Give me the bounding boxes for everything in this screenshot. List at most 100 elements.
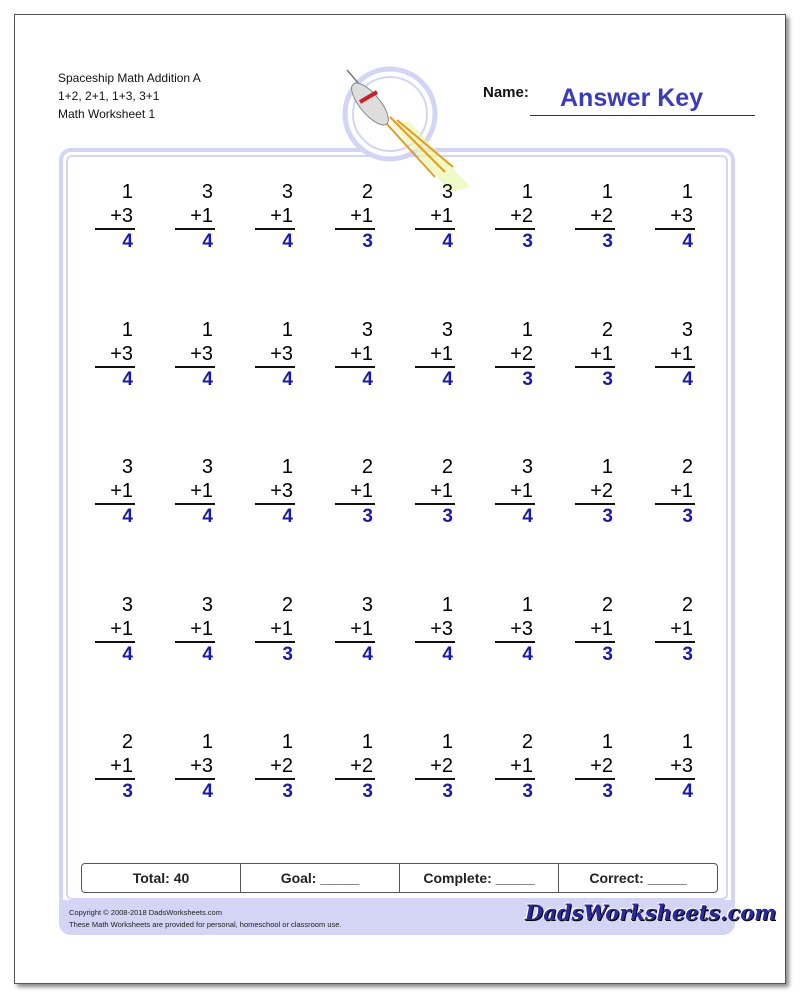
- bottom-addend: +1: [95, 754, 135, 780]
- answer: 3: [122, 781, 133, 802]
- answer: 3: [362, 506, 373, 527]
- top-addend: 2: [681, 456, 693, 478]
- bottom-addend: +1: [95, 479, 135, 505]
- top-addend: 3: [361, 593, 373, 616]
- bottom-addend: +3: [95, 342, 135, 368]
- answer: 3: [682, 643, 693, 665]
- bottom-addend: +3: [175, 342, 215, 368]
- addition-problem: 1 +2 3: [255, 730, 295, 804]
- bottom-addend: +1: [415, 479, 455, 505]
- top-addend: 3: [201, 181, 213, 203]
- top-addend: 1: [601, 181, 613, 203]
- answer: 3: [442, 506, 453, 527]
- addition-problem: 3 +1 4: [335, 593, 375, 667]
- addition-problem: 1 +3 4: [255, 318, 295, 392]
- addition-problem: 1 +2 3: [335, 730, 375, 804]
- top-addend: 2: [521, 731, 533, 753]
- bottom-addend: +2: [495, 342, 535, 368]
- answer: 3: [282, 643, 293, 665]
- top-addend: 1: [201, 318, 213, 341]
- top-addend: 1: [441, 731, 453, 753]
- addition-problem: 1 +3 4: [655, 730, 695, 804]
- total-field: Total: 40: [82, 864, 241, 892]
- bottom-addend: +1: [655, 479, 695, 505]
- addition-problem: 2 +1 3: [335, 180, 375, 254]
- bottom-addend: +1: [335, 617, 375, 643]
- dadsworksheets-logo[interactable]: DadsWorksheets.com: [525, 900, 777, 925]
- answer: 3: [522, 781, 533, 802]
- addition-problem: 2 +1 3: [255, 593, 295, 667]
- addition-problem: 1 +2 3: [575, 730, 615, 804]
- bottom-addend: +2: [575, 479, 615, 505]
- addition-problem: 2 +1 3: [495, 730, 535, 804]
- answer: 3: [602, 506, 613, 527]
- name-line: [530, 115, 755, 116]
- addition-problem: 1 +3 4: [175, 318, 215, 392]
- answer: 4: [682, 781, 693, 802]
- answer: 4: [122, 506, 133, 527]
- answer: 4: [282, 506, 293, 527]
- answer: 4: [442, 231, 453, 252]
- top-addend: 1: [521, 181, 533, 203]
- answer: 3: [602, 643, 613, 665]
- bottom-addend: +1: [415, 342, 455, 368]
- bottom-addend: +1: [335, 204, 375, 230]
- top-addend: 1: [521, 318, 533, 341]
- answer: 4: [682, 231, 693, 252]
- answer: 3: [522, 368, 533, 390]
- usage-note: These Math Worksheets are provided for p…: [69, 920, 342, 929]
- worksheet-number: Math Worksheet 1: [58, 107, 156, 121]
- answer: 4: [442, 643, 453, 665]
- correct-field[interactable]: Correct: _____: [589, 870, 687, 886]
- addition-problem: 3 +1 4: [95, 593, 135, 667]
- answer: 3: [602, 231, 613, 252]
- top-addend: 3: [201, 593, 213, 616]
- bottom-addend: +1: [495, 479, 535, 505]
- answer: 4: [522, 643, 533, 665]
- addition-problem: 2 +1 3: [575, 593, 615, 667]
- goal-field[interactable]: Goal: _____: [241, 864, 400, 892]
- answer: 4: [202, 643, 213, 665]
- copyright-text: Copyright © 2008-2018 DadsWorksheets.com: [69, 908, 222, 917]
- inner-frame: [66, 155, 728, 900]
- bottom-addend: +3: [95, 204, 135, 230]
- bottom-addend: +1: [175, 479, 215, 505]
- problem-frame: [59, 148, 735, 932]
- bottom-addend: +3: [255, 479, 295, 505]
- addition-problem: 1 +2 3: [575, 180, 615, 254]
- addition-problem: 1 +3 4: [655, 180, 695, 254]
- bottom-addend: +2: [255, 754, 295, 780]
- bottom-addend: +1: [575, 617, 615, 643]
- addition-problem: 1 +2 3: [575, 455, 615, 529]
- bottom-addend: +3: [255, 342, 295, 368]
- bottom-addend: +1: [415, 204, 455, 230]
- answer: 3: [362, 781, 373, 802]
- score-box: Total: 40 Goal: _____ Complete: _____ Co…: [81, 863, 718, 893]
- top-addend: 3: [521, 456, 533, 478]
- addition-problem: 1 +2 3: [415, 730, 455, 804]
- addition-problem: 2 +1 3: [95, 730, 135, 804]
- addition-problem: 2 +1 3: [655, 593, 695, 667]
- answer: 3: [602, 781, 613, 802]
- name-label: Name:: [483, 84, 529, 101]
- answer: 4: [442, 368, 453, 390]
- top-addend: 3: [681, 318, 693, 341]
- bottom-addend: +1: [655, 342, 695, 368]
- top-addend: 2: [601, 318, 613, 341]
- top-addend: 2: [361, 181, 373, 203]
- top-addend: 1: [201, 731, 213, 753]
- addition-problem: 3 +1 4: [95, 455, 135, 529]
- answer: 4: [362, 643, 373, 665]
- bottom-addend: +2: [575, 204, 615, 230]
- complete-field[interactable]: Complete: _____: [400, 864, 559, 892]
- answer: 3: [522, 231, 533, 252]
- top-addend: 2: [361, 456, 373, 478]
- worksheet-title: Spaceship Math Addition A: [58, 71, 201, 85]
- answer: 4: [282, 231, 293, 252]
- worksheet-facts: 1+2, 2+1, 1+3, 3+1: [58, 89, 160, 103]
- bottom-addend: +3: [495, 617, 535, 643]
- answer: 4: [122, 231, 133, 252]
- top-addend: 1: [281, 456, 293, 478]
- bottom-addend: +3: [655, 204, 695, 230]
- bottom-addend: +1: [255, 617, 295, 643]
